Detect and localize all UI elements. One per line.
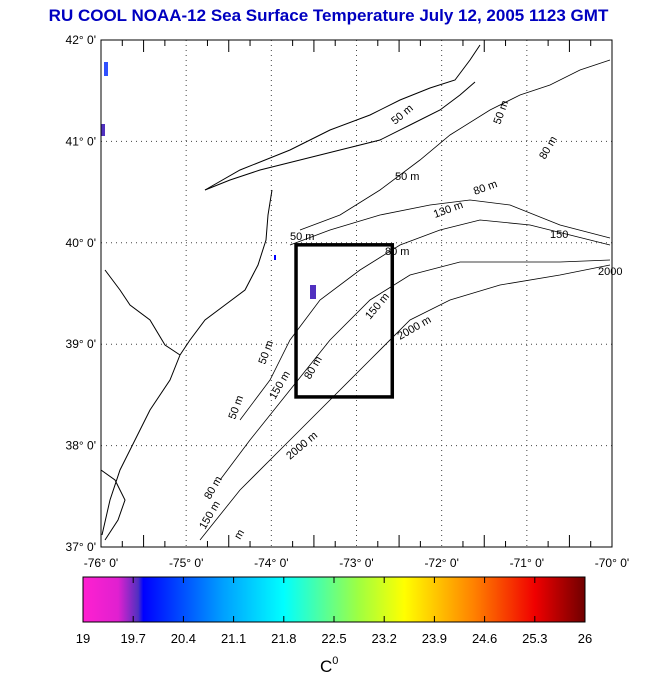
contour-label: m [232,528,247,542]
lat-tick-label: 37° 0' [66,540,96,554]
lon-tick-label: -71° 0' [510,556,544,570]
colorbar-tick-label: 26 [578,631,592,646]
colorbar-tick-label: 19 [76,631,90,646]
contour-label: 50 m [257,339,277,366]
study-area-box [294,243,395,399]
lon-tick-label: -73° 0' [339,556,373,570]
colorbar-tick-label: 19.7 [121,631,146,646]
lat-tick-label: 39° 0' [66,337,96,351]
lon-tick-label: -76° 0' [84,556,118,570]
contour-label: 150 m [197,499,223,531]
colorbar-tick-label: 21.8 [271,631,296,646]
lat-tick-label: 41° 0' [66,134,96,148]
lon-tick-label: -74° 0' [254,556,288,570]
colorbar [82,576,586,623]
contour-label: 80 m [472,178,499,198]
colorbar-tick-label: 21.1 [221,631,246,646]
sst-pixels [101,62,316,299]
contour-label: 2000 [598,266,622,278]
contour-label: 150 [550,229,568,241]
coastline [100,44,481,541]
map-frame [100,39,613,548]
colorbar-tick-label: 25.3 [522,631,547,646]
contour-label: 50 m [290,231,314,243]
colorbar-tick-label: 23.9 [422,631,447,646]
lat-tick-label: 42° 0' [66,33,96,47]
colorbar-label: C0 [320,655,338,676]
graticule [101,40,612,547]
contour-label: 80 m [202,474,225,501]
contour-label: 50 m [389,102,415,127]
contour-label: 50 m [492,99,512,126]
contour-label: 2000 m [284,430,320,463]
contour-label: 80 m [385,246,409,258]
lon-tick-label: -70° 0' [595,556,629,570]
lon-tick-label: -72° 0' [424,556,458,570]
contour-label: 50 m [395,171,419,183]
contour-label: 50 m [227,394,247,421]
contour-label: 80 m [302,354,325,381]
colorbar-tick-label: 22.5 [321,631,346,646]
map-title: RU COOL NOAA-12 Sea Surface Temperature … [48,6,609,25]
colorbar-tick-label: 24.6 [472,631,497,646]
colorbar-tick-label: 20.4 [171,631,196,646]
contour-label: 80 m [537,134,560,161]
lat-tick-label: 40° 0' [66,236,96,250]
bathymetry-contours [199,59,611,541]
colorbar-tick-label: 23.2 [372,631,397,646]
lon-tick-label: -75° 0' [169,556,203,570]
lat-tick-label: 38° 0' [66,439,96,453]
